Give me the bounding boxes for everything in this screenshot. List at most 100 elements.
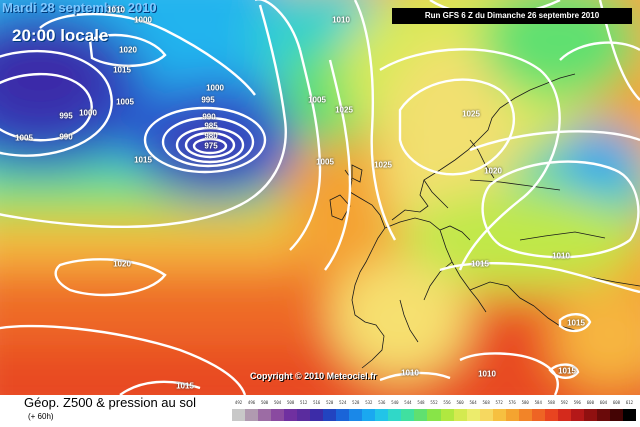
isobars (0, 0, 640, 395)
colorbar-tick-label: 560 (456, 400, 464, 405)
colorbar-tick-label: 492 (234, 400, 243, 405)
isobar-label: 1000 (79, 108, 97, 118)
colorbar-tick-label: 540 (391, 400, 399, 405)
colorbar-swatch (492, 409, 506, 421)
colorbar-swatch (401, 409, 415, 421)
coastlines (329, 73, 640, 369)
colorbar-swatch (518, 409, 532, 421)
colorbar-swatch (440, 409, 454, 421)
colorbar-tick-label: 556 (443, 400, 451, 405)
isobar-label: 1005 (15, 133, 33, 143)
colorbar-swatch (297, 409, 311, 421)
colorbar-tick-label: 612 (625, 400, 634, 405)
isobar-label: 1025 (462, 109, 480, 119)
colorbar-tick-label: 516 (313, 400, 321, 405)
colorbar-swatch (232, 409, 246, 421)
isobar-label: 1005 (316, 157, 334, 167)
isobar-label: 990 (59, 132, 73, 142)
isobar-label: 1015 (558, 366, 576, 376)
colorbar-swatch (245, 409, 259, 421)
colorbar-tick-label: 572 (495, 400, 503, 405)
colorbar-tick-label: 520 (326, 400, 334, 405)
isobar-label: 1015 (471, 259, 489, 269)
colorbar-swatch (570, 409, 584, 421)
colorbar-tick-label: 568 (482, 400, 490, 405)
colorbar-tick-label: 548 (417, 400, 425, 405)
isobar-label: 1010 (478, 369, 496, 379)
isobar-label: 985 (204, 121, 218, 131)
colorbar-swatch (557, 409, 571, 421)
isobar-label: 990 (202, 112, 216, 122)
map-date: Mardi 28 septembre 2010 (2, 0, 157, 15)
isobar-label: 1020 (113, 259, 131, 269)
colorbar-legend: 492 496 500 504 508 512 516 520 524 528 532 536 540 5… (232, 400, 636, 422)
isobar-label: 1000 (134, 15, 152, 25)
colorbar-swatch (479, 409, 493, 421)
isobar-label: 1005 (308, 95, 326, 105)
isobar-label: 995 (201, 95, 215, 105)
copyright-label: Copyright © 2010 Meteociel.fr (250, 371, 377, 381)
run-banner: Run GFS 6 Z du Dimanche 26 septembre 201… (392, 8, 632, 24)
colorbar-swatch (414, 409, 428, 421)
colorbar-swatch (427, 409, 441, 421)
colorbar-tick-label: 524 (339, 400, 347, 405)
colorbar-tick-label: 580 (521, 400, 529, 405)
colorbar-swatch (258, 409, 272, 421)
colorbar-swatch (310, 409, 324, 421)
colorbar-swatch (531, 409, 545, 421)
colorbar-swatch (336, 409, 350, 421)
footer-subtitle: (+ 60h) (28, 412, 54, 421)
colorbar-swatches (232, 409, 636, 421)
colorbar-tick-label: 528 (352, 400, 360, 405)
colorbar-labels: 492 496 500 504 508 512 516 520 524 528 532 536 540 5… (232, 400, 636, 408)
colorbar-tick-label: 576 (508, 400, 516, 405)
colorbar-tick-label: 508 (287, 400, 295, 405)
colorbar-tick-label: 532 (365, 400, 373, 405)
map-time: 20:00 locale (12, 26, 109, 45)
colorbar-swatch (375, 409, 389, 421)
isobar-label: 1005 (116, 97, 134, 107)
colorbar-swatch (609, 409, 623, 421)
colorbar-tick-label: 588 (547, 400, 555, 405)
colorbar-tick-label: 500 (260, 400, 269, 405)
colorbar-swatch (596, 409, 610, 421)
isobar-label: 980 (204, 131, 218, 141)
isobar-label: 1020 (484, 166, 502, 176)
colorbar-swatch (323, 409, 337, 421)
colorbar-swatch (453, 409, 467, 421)
isobar-label: 1000 (206, 83, 224, 93)
isobar-label: 975 (204, 141, 218, 151)
colorbar-tick-label: 512 (300, 400, 308, 405)
isobar-label: 1010 (107, 5, 125, 15)
colorbar-swatch (388, 409, 402, 421)
colorbar-tick-label: 552 (430, 400, 438, 405)
colorbar-swatch (505, 409, 519, 421)
colorbar-tick-label: 592 (560, 400, 568, 405)
colorbar-tick-label: 496 (247, 400, 256, 405)
colorbar-swatch (349, 409, 363, 421)
isobar-label: 1025 (374, 160, 392, 170)
colorbar-tick-label: 600 (586, 400, 594, 405)
colorbar-swatch (622, 409, 636, 421)
colorbar-tick-label: 564 (469, 400, 477, 405)
isobar-label: 1010 (401, 368, 419, 378)
colorbar-tick-label: 608 (612, 400, 621, 405)
colorbar-swatch (466, 409, 480, 421)
isobar-label: 1015 (113, 65, 131, 75)
colorbar-swatch (362, 409, 376, 421)
isobar-label: 1015 (134, 155, 152, 165)
colorbar-tick-label: 536 (378, 400, 386, 405)
colorbar-swatch (544, 409, 558, 421)
weather-map: Mardi 28 septembre 2010 20:00 locale Run… (0, 0, 640, 395)
colorbar-tick-label: 596 (573, 400, 581, 405)
footer-title: Géop. Z500 & pression au sol (24, 395, 196, 410)
isobar-label: 1010 (552, 251, 570, 261)
colorbar-tick-label: 504 (273, 400, 282, 405)
map-canvas (0, 0, 640, 395)
colorbar-swatch (583, 409, 597, 421)
colorbar-tick-label: 604 (599, 400, 608, 405)
isobar-label: 1020 (119, 45, 137, 55)
map-footer: Géop. Z500 & pression au sol (+ 60h) 492… (0, 395, 640, 427)
isobar-label: 1025 (335, 105, 353, 115)
colorbar-tick-label: 584 (534, 400, 542, 405)
